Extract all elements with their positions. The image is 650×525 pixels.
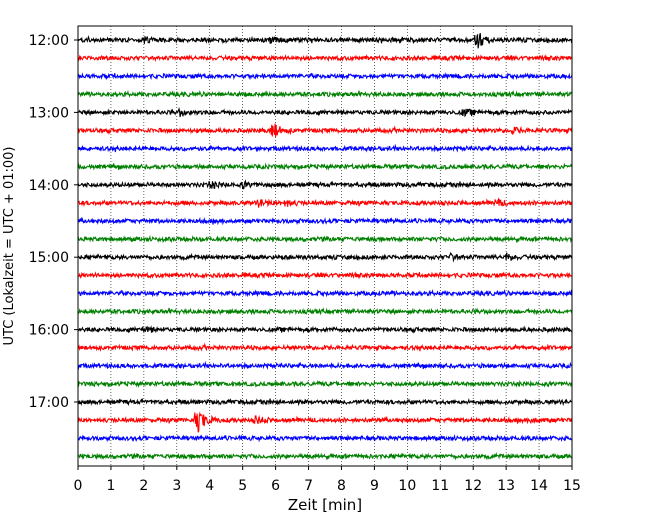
trace-23	[77, 434, 573, 443]
trace-05	[77, 107, 572, 118]
trace-02	[77, 53, 573, 63]
y-tick-label: 14:00	[29, 178, 69, 194]
trace-07	[77, 143, 573, 153]
x-tick-label: 5	[238, 478, 247, 494]
x-axis-label: Zeit [min]	[288, 496, 362, 514]
x-tick-label: 12	[464, 478, 482, 494]
trace-08	[77, 162, 573, 171]
x-tick-label: 4	[205, 478, 214, 494]
trace-series	[77, 33, 573, 461]
trace-16	[77, 307, 573, 316]
trace-04	[77, 89, 573, 99]
x-tick-label: 6	[271, 478, 280, 494]
x-tick-label: 9	[370, 478, 379, 494]
trace-21	[77, 397, 573, 407]
trace-19	[77, 360, 573, 370]
x-axis-ticks: 0 1 2 3 4 5 6 7 8 9 10 11 12 13 14 15	[74, 466, 581, 494]
plot-frame	[77, 25, 573, 467]
trace-13	[77, 251, 573, 263]
x-tick-label: 3	[172, 478, 181, 494]
trace-12	[77, 234, 573, 244]
x-tick-label: 0	[74, 478, 83, 494]
trace-11	[77, 216, 573, 226]
trace-18	[77, 342, 573, 352]
y-axis-label: UTC (Lokalzeit = UTC + 01:00)	[2, 147, 17, 346]
y-tick-label: 16:00	[29, 323, 69, 339]
trace-15	[77, 288, 573, 298]
x-tick-label: 8	[337, 478, 346, 494]
x-tick-label: 10	[398, 478, 416, 494]
x-tick-label: 13	[497, 478, 515, 494]
y-tick-label: 12:00	[29, 33, 69, 49]
x-tick-label: 7	[304, 478, 313, 494]
vertical-gridlines	[110, 26, 540, 466]
trace-22	[77, 411, 573, 433]
x-tick-label: 2	[139, 478, 148, 494]
y-tick-label: 17:00	[29, 395, 69, 411]
y-tick-label: 13:00	[29, 105, 69, 121]
trace-09	[77, 179, 573, 190]
trace-24	[77, 451, 573, 461]
trace-10	[77, 197, 573, 208]
trace-14	[77, 271, 573, 280]
y-tick-label: 15:00	[29, 250, 69, 266]
x-tick-label: 14	[530, 478, 548, 494]
x-tick-label: 1	[106, 478, 115, 494]
trace-17	[77, 325, 573, 334]
trace-01	[77, 33, 573, 49]
x-tick-label: 15	[563, 478, 581, 494]
trace-20	[77, 379, 573, 389]
x-tick-label: 11	[431, 478, 449, 494]
trace-03	[77, 72, 573, 81]
trace-06	[77, 123, 573, 137]
y-axis-ticks: 12:00 13:00 14:00 15:00 16:00 17:00	[29, 33, 78, 411]
